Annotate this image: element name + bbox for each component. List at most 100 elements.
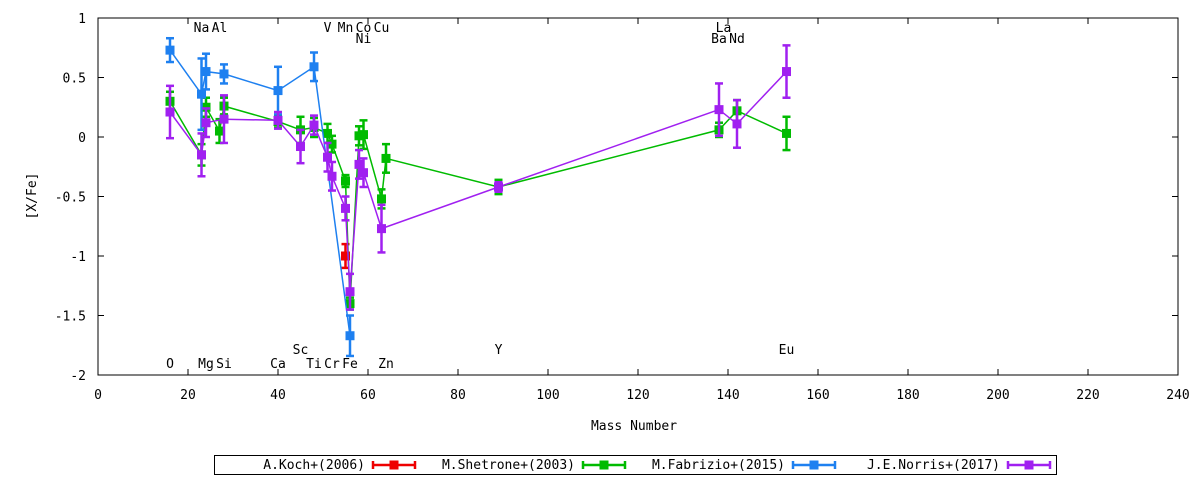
element-label: Mn [338, 21, 354, 36]
legend-swatch-marker [599, 460, 609, 470]
data-point [296, 142, 305, 152]
y-tick-label: -2 [70, 369, 86, 384]
data-point [323, 128, 332, 138]
legend-entry: M.Fabrizio+(2015) [652, 458, 837, 473]
element-label: Ca [270, 357, 286, 372]
x-tick-label: 200 [986, 388, 1009, 403]
x-tick-label: 120 [626, 388, 649, 403]
data-point [359, 130, 368, 140]
x-tick-label: 80 [450, 388, 466, 403]
element-label: Al [212, 21, 228, 36]
data-point [345, 331, 355, 341]
legend: A.Koch+(2006) M.Shetrone+(2003) M.Fabrizio… [214, 455, 1057, 475]
data-point [219, 69, 229, 79]
element-label: Co [356, 21, 372, 36]
data-point [219, 114, 229, 124]
element-label: Cr [324, 357, 340, 372]
element-label: Eu [779, 343, 795, 358]
data-point [341, 176, 350, 186]
legend-label: M.Fabrizio+(2015) [652, 458, 785, 473]
element-label: Zn [378, 357, 394, 372]
x-tick-label: 20 [180, 388, 196, 403]
legend-entry: A.Koch+(2006) [263, 458, 417, 473]
legend-label: A.Koch+(2006) [263, 458, 365, 473]
data-point [273, 86, 283, 96]
x-tick-label: 160 [806, 388, 829, 403]
x-axis-ticks: 0 20 40 60 80 100 120 140 160 180 200 220 240 [94, 18, 1190, 403]
element-label: Ti [306, 357, 322, 372]
plot-frame [97, 17, 1179, 376]
element-label: Ni [356, 32, 372, 47]
series-line [169, 100, 787, 304]
y-tick-label: -1 [70, 250, 86, 265]
y-axis-label: [X/Fe] [25, 173, 40, 220]
legend-swatch-marker [809, 460, 819, 470]
data-point [165, 45, 175, 55]
plot-border [97, 17, 1179, 376]
data-point [782, 67, 791, 77]
series-1 [165, 90, 791, 311]
data-point [359, 168, 368, 178]
data-point [327, 139, 337, 149]
element-label: Y [495, 343, 503, 358]
series-layer [165, 36, 791, 358]
element-label: Cu [374, 21, 390, 36]
data-point [381, 153, 391, 163]
data-point [327, 171, 337, 181]
series-2 [165, 36, 355, 358]
data-point [165, 107, 175, 117]
y-tick-label: 1 [78, 12, 86, 27]
data-point [732, 119, 742, 129]
legend-label: M.Shetrone+(2003) [442, 458, 575, 473]
x-tick-label: 140 [716, 388, 739, 403]
legend-entry: M.Shetrone+(2003) [442, 458, 627, 473]
element-label: Mg [198, 357, 214, 372]
data-point [345, 287, 355, 297]
x-tick-label: 60 [360, 388, 376, 403]
data-point [377, 194, 386, 204]
y-tick-label: -1.5 [55, 310, 86, 325]
legend-box [214, 455, 1057, 475]
data-point [215, 126, 224, 136]
element-label: La [716, 21, 732, 36]
data-point [377, 224, 386, 234]
element-label: O [166, 357, 174, 372]
data-point [273, 115, 283, 125]
data-point [714, 105, 724, 115]
legend-entry: J.E.Norris+(2017) [867, 458, 1052, 473]
data-point [201, 67, 211, 77]
x-tick-label: 180 [896, 388, 919, 403]
x-tick-label: 240 [1166, 388, 1189, 403]
data-point [354, 159, 364, 169]
element-label: Si [216, 357, 232, 372]
element-label: Nd [729, 32, 745, 47]
data-point [341, 203, 350, 213]
y-tick-label: -0.5 [55, 191, 86, 206]
data-point [341, 251, 350, 261]
data-point [197, 89, 206, 99]
data-point [309, 120, 319, 130]
element-label: Sc [293, 343, 309, 358]
data-point [309, 62, 319, 72]
element-label: Ba [711, 32, 727, 47]
data-point [494, 182, 503, 192]
x-tick-label: 100 [536, 388, 559, 403]
data-point [323, 152, 332, 162]
element-label: Fe [342, 357, 358, 372]
y-axis-ticks: -2 -1.5 -1 -0.5 0 0.5 1 [55, 12, 1178, 384]
x-axis-label: Mass Number [591, 419, 677, 434]
data-point [782, 128, 791, 138]
legend-swatch-marker [389, 460, 399, 470]
x-tick-label: 40 [270, 388, 286, 403]
y-tick-label: 0 [78, 131, 86, 146]
element-label: Na [194, 21, 210, 36]
data-point [201, 118, 211, 128]
series-3 [165, 44, 791, 311]
legend-label: J.E.Norris+(2017) [867, 458, 1000, 473]
data-point [197, 150, 206, 160]
element-label: V [324, 21, 332, 36]
legend-swatch-marker [1024, 460, 1034, 470]
y-tick-label: 0.5 [63, 72, 86, 87]
